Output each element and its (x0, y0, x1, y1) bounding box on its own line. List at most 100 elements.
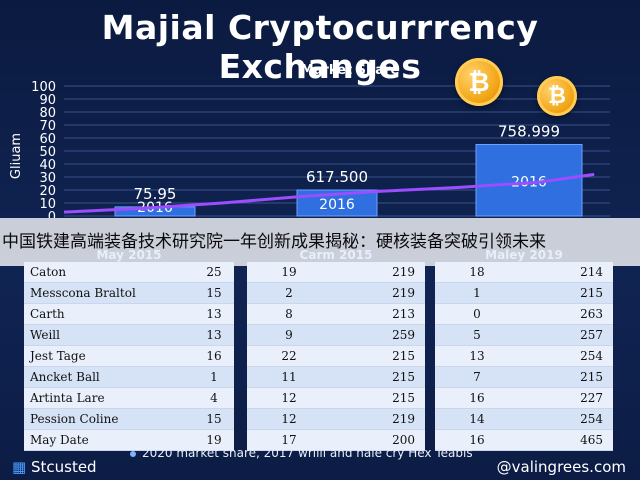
table-row: 12 219 (247, 409, 425, 430)
y-tick-label: 30 (39, 171, 56, 186)
y-tick-label: 90 (39, 93, 56, 108)
y-tick-label: 10 (39, 197, 56, 212)
table-cell: 16 (469, 391, 485, 405)
table-cell: 7 (473, 370, 481, 384)
footer-note: 2020 market share, 2017 wrilli and nale … (142, 446, 473, 460)
table-row: 16 227 (435, 388, 613, 409)
table-row: 0 263 (435, 304, 613, 325)
trend-line (63, 172, 595, 214)
bar-value-label: 758.999 (498, 123, 560, 141)
table-row: 16 465 (435, 430, 613, 451)
y-tick-label: 40 (39, 158, 56, 173)
table-cell: Messcona Braltol (30, 286, 136, 300)
table-cell: 11 (281, 370, 297, 384)
table-cell: 4 (210, 391, 218, 405)
table-row: Weill 13 (24, 325, 234, 346)
table-cell: May Date (30, 433, 89, 447)
page-title: Majial Cryptocurrrency Exchanges (101, 8, 539, 86)
table-row: 5 257 (435, 325, 613, 346)
table-cell: 17 (281, 433, 297, 447)
table-row: Caton 25 (24, 262, 234, 283)
table-row: 19 219 (247, 262, 425, 283)
table-cell: 15 (206, 286, 222, 300)
table-header: Maley 2019 (485, 248, 563, 262)
exchange-table-2: 19 219 2 219 8 213 9 259 22 215 11 215 12 215 12 219 17 2… (247, 262, 425, 451)
table-header: May 2015 (96, 248, 162, 262)
table-cell: 215 (392, 370, 415, 384)
table-cell: 213 (392, 307, 415, 321)
table-row: Artinta Lare 4 (24, 388, 234, 409)
table-row: 17 200 (247, 430, 425, 451)
table-cell: 2 (285, 286, 293, 300)
table-row: 9 259 (247, 325, 425, 346)
y-tick-label: 20 (39, 184, 56, 199)
table-row: 14 254 (435, 409, 613, 430)
bitcoin-coin-icon: ₿ (537, 76, 577, 116)
table-cell: 9 (285, 328, 293, 342)
table-cell: 13 (206, 328, 222, 342)
table-cell: 254 (580, 349, 603, 363)
table-cell: 214 (580, 265, 603, 279)
brand-text: Stcusted (30, 458, 97, 476)
table-row: Ancket Ball 1 (24, 367, 234, 388)
bar (475, 144, 583, 217)
table-row: May Date 19 (24, 430, 234, 451)
bar-value-label: 75.95 (134, 185, 177, 203)
table-cell: 25 (206, 265, 222, 279)
table-row: 12 215 (247, 388, 425, 409)
table-cell: 200 (392, 433, 415, 447)
table-cell: 1 (210, 370, 218, 384)
table-cell: 257 (580, 328, 603, 342)
y-axis-label: Gliuam (9, 133, 24, 179)
table-row: 8 213 (247, 304, 425, 325)
table-cell: 215 (580, 286, 603, 300)
table-row: Jest Tage 16 (24, 346, 234, 367)
table-row: Messcona Braltol 15 (24, 283, 234, 304)
table-header: Carm 2015 (299, 248, 373, 262)
table-cell: Weill (30, 328, 60, 342)
table-row: 22 215 (247, 346, 425, 367)
table-cell: 19 (206, 433, 222, 447)
table-cell: Pession Coline (30, 412, 119, 426)
table-cell: 16 (206, 349, 222, 363)
table-row: 18 214 (435, 262, 613, 283)
table-cell: 8 (285, 307, 293, 321)
table-cell: Artinta Lare (30, 391, 105, 405)
table-cell: 14 (469, 412, 485, 426)
table-cell: 1 (473, 286, 481, 300)
table-row: 1 215 (435, 283, 613, 304)
table-cell: 219 (392, 286, 415, 300)
bar-value-label: 617.500 (306, 168, 368, 186)
bitcoin-coin-icon: ₿ (455, 58, 503, 106)
brand-logo-icon: ▦ (12, 458, 27, 476)
table-cell: 263 (580, 307, 603, 321)
table-cell: 259 (392, 328, 415, 342)
table-cell: 465 (580, 433, 603, 447)
bar-inner-label: 2016 (319, 197, 355, 213)
table-cell: 18 (469, 265, 485, 279)
table-row: Pession Coline 15 (24, 409, 234, 430)
exchange-table-3: 18 214 1 215 0 263 5 257 13 254 7 215 16 227 14 254 16 46… (435, 262, 613, 451)
table-cell: 227 (580, 391, 603, 405)
table-cell: Carth (30, 307, 65, 321)
exchange-table-1: Caton 25 Messcona Braltol 15 Carth 13 Weill 13 J… (24, 262, 234, 451)
news-banner[interactable]: 中国铁建高端装备技术研究院一年创新成果揭秘：硬核装备突破引领未来 (0, 218, 640, 266)
brand-label: ▦ Stcusted (12, 458, 97, 476)
table-row: 2 219 (247, 283, 425, 304)
website-handle[interactable]: @valingrees.com (496, 458, 626, 476)
table-cell: 22 (281, 349, 297, 363)
table-cell: 12 (281, 412, 297, 426)
table-cell: 5 (473, 328, 481, 342)
table-cell: Jest Tage (30, 349, 86, 363)
table-cell: 219 (392, 265, 415, 279)
table-cell: 215 (392, 349, 415, 363)
chart-subtitle: Market Share (301, 63, 400, 78)
bullet-icon (130, 451, 136, 457)
table-cell: 12 (281, 391, 297, 405)
table-cell: 219 (392, 412, 415, 426)
y-tick-label: 100 (31, 80, 56, 95)
table-row: 11 215 (247, 367, 425, 388)
table-cell: 254 (580, 412, 603, 426)
table-cell: 19 (281, 265, 297, 279)
